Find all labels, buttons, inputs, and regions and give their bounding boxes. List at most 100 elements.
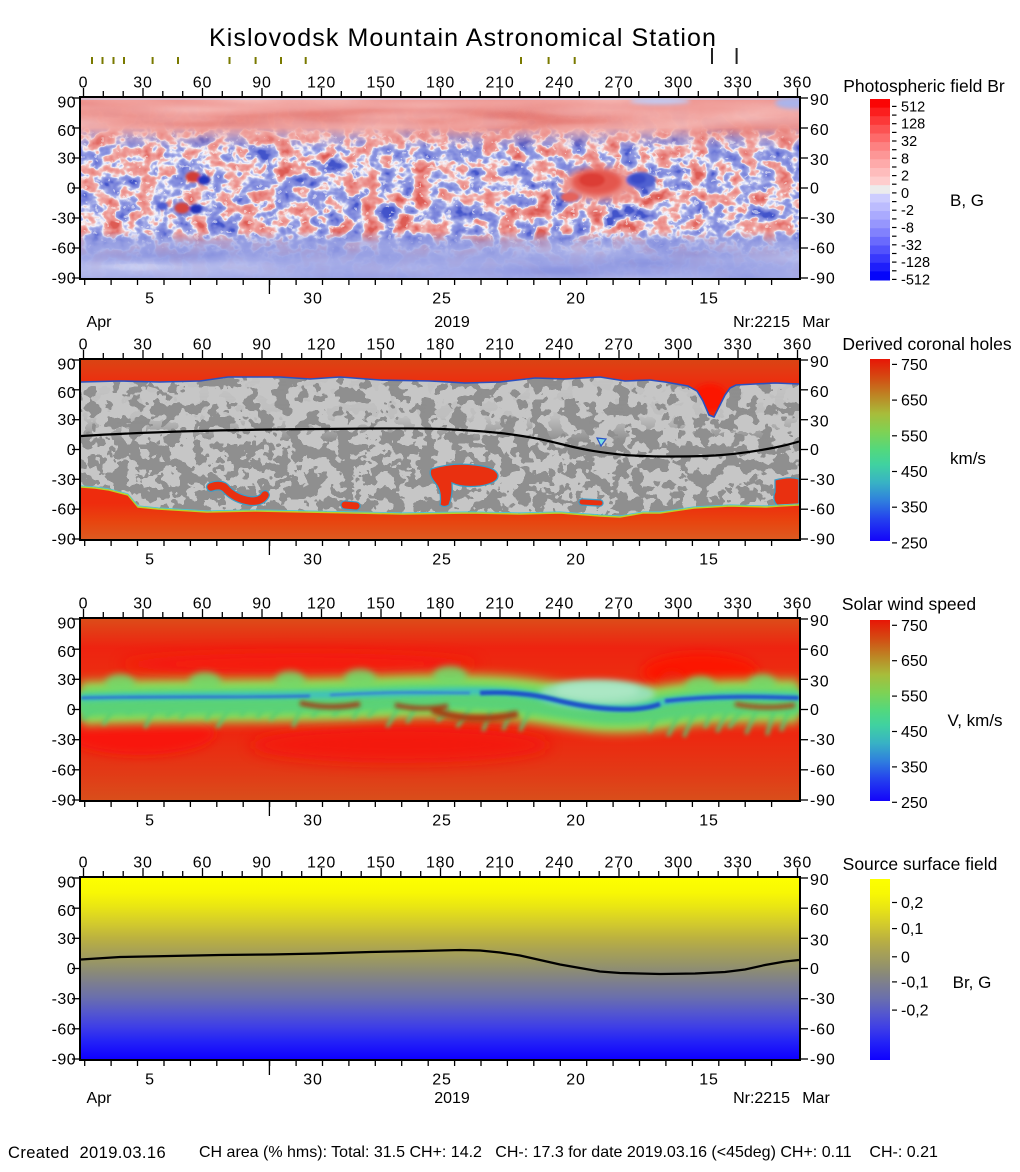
svg-text:Nr:2215: Nr:2215 bbox=[733, 1090, 790, 1107]
svg-text:240: 240 bbox=[545, 337, 574, 354]
svg-text:-60: -60 bbox=[810, 241, 836, 258]
svg-text:90: 90 bbox=[810, 92, 829, 109]
svg-text:90: 90 bbox=[252, 75, 271, 92]
svg-text:-512: -512 bbox=[901, 272, 930, 288]
svg-text:30: 30 bbox=[57, 672, 76, 689]
svg-text:-30: -30 bbox=[52, 211, 76, 228]
svg-text:650: 650 bbox=[901, 393, 928, 410]
svg-text:60: 60 bbox=[193, 855, 212, 872]
svg-text:-0,2: -0,2 bbox=[901, 1003, 929, 1020]
svg-text:-60: -60 bbox=[810, 762, 836, 779]
svg-text:0: 0 bbox=[810, 442, 820, 459]
svg-text:15: 15 bbox=[699, 552, 718, 569]
svg-text:15: 15 bbox=[699, 813, 718, 830]
svg-text:30: 30 bbox=[133, 337, 152, 354]
svg-text:30: 30 bbox=[810, 152, 829, 169]
svg-text:-90: -90 bbox=[52, 532, 76, 549]
svg-text:0: 0 bbox=[79, 855, 89, 872]
svg-text:30: 30 bbox=[303, 552, 322, 569]
svg-text:Mar: Mar bbox=[802, 1090, 830, 1107]
svg-text:30: 30 bbox=[133, 855, 152, 872]
svg-text:90: 90 bbox=[810, 354, 829, 371]
svg-text:0: 0 bbox=[67, 442, 76, 459]
svg-text:90: 90 bbox=[252, 596, 271, 613]
svg-text:0: 0 bbox=[810, 702, 820, 719]
svg-text:Derived coronal holes: Derived coronal holes bbox=[842, 334, 1012, 354]
svg-text:90: 90 bbox=[810, 613, 829, 630]
svg-text:120: 120 bbox=[307, 596, 336, 613]
svg-text:180: 180 bbox=[426, 75, 455, 92]
svg-text:-30: -30 bbox=[810, 991, 836, 1008]
svg-text:30: 30 bbox=[303, 291, 322, 308]
svg-text:-2: -2 bbox=[901, 203, 914, 219]
svg-text:Source surface field: Source surface field bbox=[843, 854, 998, 874]
svg-text:CH area (% hms): Total: 31.5 C: CH area (% hms): Total: 31.5 CH+: 14.2 C… bbox=[199, 1144, 938, 1161]
svg-text:-60: -60 bbox=[52, 502, 76, 519]
svg-text:330: 330 bbox=[723, 596, 752, 613]
svg-text:350: 350 bbox=[901, 500, 928, 517]
svg-text:60: 60 bbox=[57, 385, 76, 402]
svg-text:0: 0 bbox=[67, 181, 76, 198]
svg-text:150: 150 bbox=[366, 855, 395, 872]
svg-text:60: 60 bbox=[193, 75, 212, 92]
svg-text:-30: -30 bbox=[52, 732, 76, 749]
svg-text:150: 150 bbox=[366, 75, 395, 92]
svg-text:60: 60 bbox=[193, 596, 212, 613]
svg-text:-60: -60 bbox=[52, 762, 76, 779]
svg-text:60: 60 bbox=[810, 384, 829, 401]
svg-text:Nr:2215: Nr:2215 bbox=[733, 314, 790, 331]
svg-text:B, G: B, G bbox=[950, 191, 984, 210]
svg-text:180: 180 bbox=[426, 596, 455, 613]
svg-text:120: 120 bbox=[307, 855, 336, 872]
svg-text:-60: -60 bbox=[52, 1021, 76, 1038]
svg-text:Created 2019.03.16: Created 2019.03.16 bbox=[8, 1144, 166, 1162]
svg-text:650: 650 bbox=[901, 653, 928, 670]
svg-text:2: 2 bbox=[901, 169, 909, 185]
svg-text:450: 450 bbox=[901, 724, 928, 741]
svg-text:30: 30 bbox=[303, 813, 322, 830]
svg-text:0: 0 bbox=[901, 186, 909, 202]
svg-text:0: 0 bbox=[67, 961, 76, 978]
svg-text:30: 30 bbox=[810, 414, 829, 431]
svg-text:300: 300 bbox=[664, 855, 693, 872]
svg-text:210: 210 bbox=[485, 596, 514, 613]
svg-text:90: 90 bbox=[810, 872, 829, 889]
svg-text:90: 90 bbox=[252, 337, 271, 354]
svg-text:Solar wind speed: Solar wind speed bbox=[842, 594, 976, 614]
svg-text:360: 360 bbox=[783, 855, 812, 872]
svg-text:5: 5 bbox=[145, 552, 155, 569]
svg-text:-90: -90 bbox=[810, 793, 836, 810]
svg-text:750: 750 bbox=[901, 618, 928, 635]
svg-text:270: 270 bbox=[604, 855, 633, 872]
svg-text:-90: -90 bbox=[52, 1052, 76, 1069]
svg-text:750: 750 bbox=[901, 357, 928, 374]
svg-text:550: 550 bbox=[901, 689, 928, 706]
svg-text:128: 128 bbox=[901, 117, 925, 133]
svg-text:60: 60 bbox=[57, 644, 76, 661]
svg-text:5: 5 bbox=[145, 1072, 155, 1089]
svg-text:360: 360 bbox=[783, 75, 812, 92]
svg-text:0,1: 0,1 bbox=[901, 921, 923, 938]
svg-text:Mar: Mar bbox=[802, 314, 830, 331]
svg-text:240: 240 bbox=[545, 855, 574, 872]
svg-text:90: 90 bbox=[57, 875, 76, 892]
svg-text:-30: -30 bbox=[810, 472, 836, 489]
svg-text:450: 450 bbox=[901, 464, 928, 481]
svg-text:-30: -30 bbox=[52, 472, 76, 489]
svg-text:150: 150 bbox=[366, 337, 395, 354]
svg-text:-128: -128 bbox=[901, 255, 930, 271]
svg-text:330: 330 bbox=[723, 855, 752, 872]
svg-text:20: 20 bbox=[566, 291, 585, 308]
svg-text:2019: 2019 bbox=[434, 1090, 470, 1107]
svg-text:120: 120 bbox=[307, 75, 336, 92]
svg-text:-60: -60 bbox=[810, 502, 836, 519]
svg-text:-60: -60 bbox=[810, 1021, 836, 1038]
svg-text:550: 550 bbox=[901, 428, 928, 445]
svg-text:15: 15 bbox=[699, 291, 718, 308]
svg-text:-90: -90 bbox=[810, 1052, 836, 1069]
svg-text:5: 5 bbox=[145, 813, 155, 830]
svg-text:30: 30 bbox=[133, 596, 152, 613]
svg-text:V, km/s: V, km/s bbox=[947, 711, 1002, 730]
svg-text:30: 30 bbox=[57, 412, 76, 429]
svg-text:0: 0 bbox=[67, 702, 76, 719]
